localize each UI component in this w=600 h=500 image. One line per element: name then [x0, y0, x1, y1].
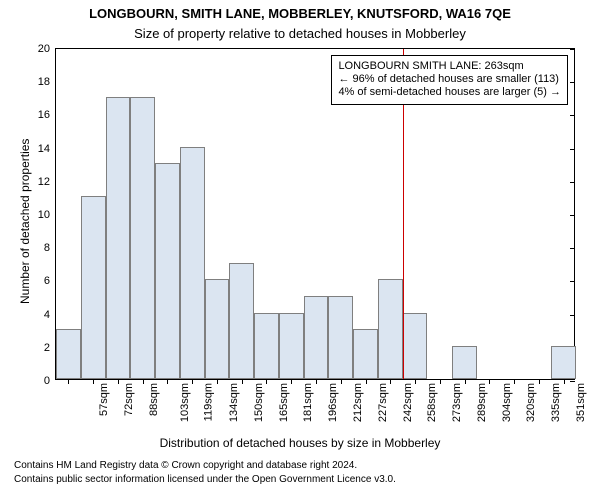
histogram-bar: [304, 296, 329, 379]
y-axis-label: Number of detached properties: [18, 139, 32, 304]
x-tick-label: 258sqm: [420, 383, 438, 422]
chart-container: { "title_main": "LONGBOURN, SMITH LANE, …: [0, 0, 600, 500]
callout-line: LONGBOURN SMITH LANE: 263sqm: [338, 60, 561, 73]
y-tick-label: 18: [38, 76, 56, 88]
x-tick-label: 196sqm: [321, 383, 339, 422]
x-tick-label: 366sqm: [594, 383, 600, 422]
x-tick-label: 88sqm: [142, 383, 160, 416]
x-tick-label: 119sqm: [197, 383, 215, 421]
chart-title-main: LONGBOURN, SMITH LANE, MOBBERLEY, KNUTSF…: [0, 6, 600, 21]
x-tick-label: 351sqm: [569, 383, 587, 422]
histogram-bar: [378, 279, 403, 379]
histogram-bar: [130, 97, 155, 379]
x-axis-label: Distribution of detached houses by size …: [0, 436, 600, 450]
x-tick-label: 335sqm: [544, 383, 562, 422]
x-tick-label: 150sqm: [247, 383, 265, 422]
histogram-bar: [353, 329, 378, 379]
histogram-bar: [452, 346, 477, 379]
credits-line-1: Contains HM Land Registry data © Crown c…: [14, 460, 357, 471]
x-tick-label: 289sqm: [470, 383, 488, 422]
histogram-bar: [56, 329, 81, 379]
histogram-bar: [155, 163, 180, 379]
histogram-bar: [403, 313, 428, 379]
y-tick-label: 4: [44, 309, 56, 321]
histogram-bar: [328, 296, 353, 379]
y-tick-label: 14: [38, 143, 56, 155]
histogram-bar: [106, 97, 131, 379]
x-tick-label: 134sqm: [222, 383, 240, 422]
y-tick-label: 12: [38, 176, 56, 188]
y-tick-label: 2: [44, 342, 56, 354]
x-tick-label: 165sqm: [272, 383, 290, 422]
y-tick-label: 20: [38, 43, 56, 55]
callout-box: LONGBOURN SMITH LANE: 263sqm← 96% of det…: [331, 55, 568, 105]
histogram-bar: [180, 147, 205, 379]
histogram-bar: [254, 313, 279, 379]
x-tick-label: 212sqm: [346, 383, 364, 422]
y-tick-label: 10: [38, 209, 56, 221]
histogram-bar: [551, 346, 576, 379]
x-tick-label: 57sqm: [92, 383, 110, 416]
credits-line-2: Contains public sector information licen…: [14, 474, 396, 485]
y-tick-label: 8: [44, 242, 56, 254]
chart-title-sub: Size of property relative to detached ho…: [0, 26, 600, 41]
histogram-bar: [229, 263, 254, 379]
x-tick-label: 273sqm: [445, 383, 463, 422]
callout-line: 4% of semi-detached houses are larger (5…: [338, 86, 561, 99]
x-tick-label: 181sqm: [297, 383, 315, 422]
histogram-bar: [205, 279, 230, 379]
callout-line: ← 96% of detached houses are smaller (11…: [338, 73, 561, 86]
x-tick-label: 242sqm: [396, 383, 414, 422]
x-tick-label: 227sqm: [371, 383, 389, 422]
x-tick-label: 320sqm: [519, 383, 537, 422]
x-tick-label: 103sqm: [173, 383, 191, 422]
x-tick-label: 304sqm: [495, 383, 513, 422]
histogram-bar: [279, 313, 304, 379]
x-tick-label: 72sqm: [117, 383, 135, 416]
histogram-bar: [81, 196, 106, 379]
y-tick-label: 0: [44, 375, 56, 387]
y-tick-label: 6: [44, 275, 56, 287]
y-tick-label: 16: [38, 109, 56, 121]
plot-area: 0246810121416182057sqm72sqm88sqm103sqm11…: [55, 48, 575, 380]
